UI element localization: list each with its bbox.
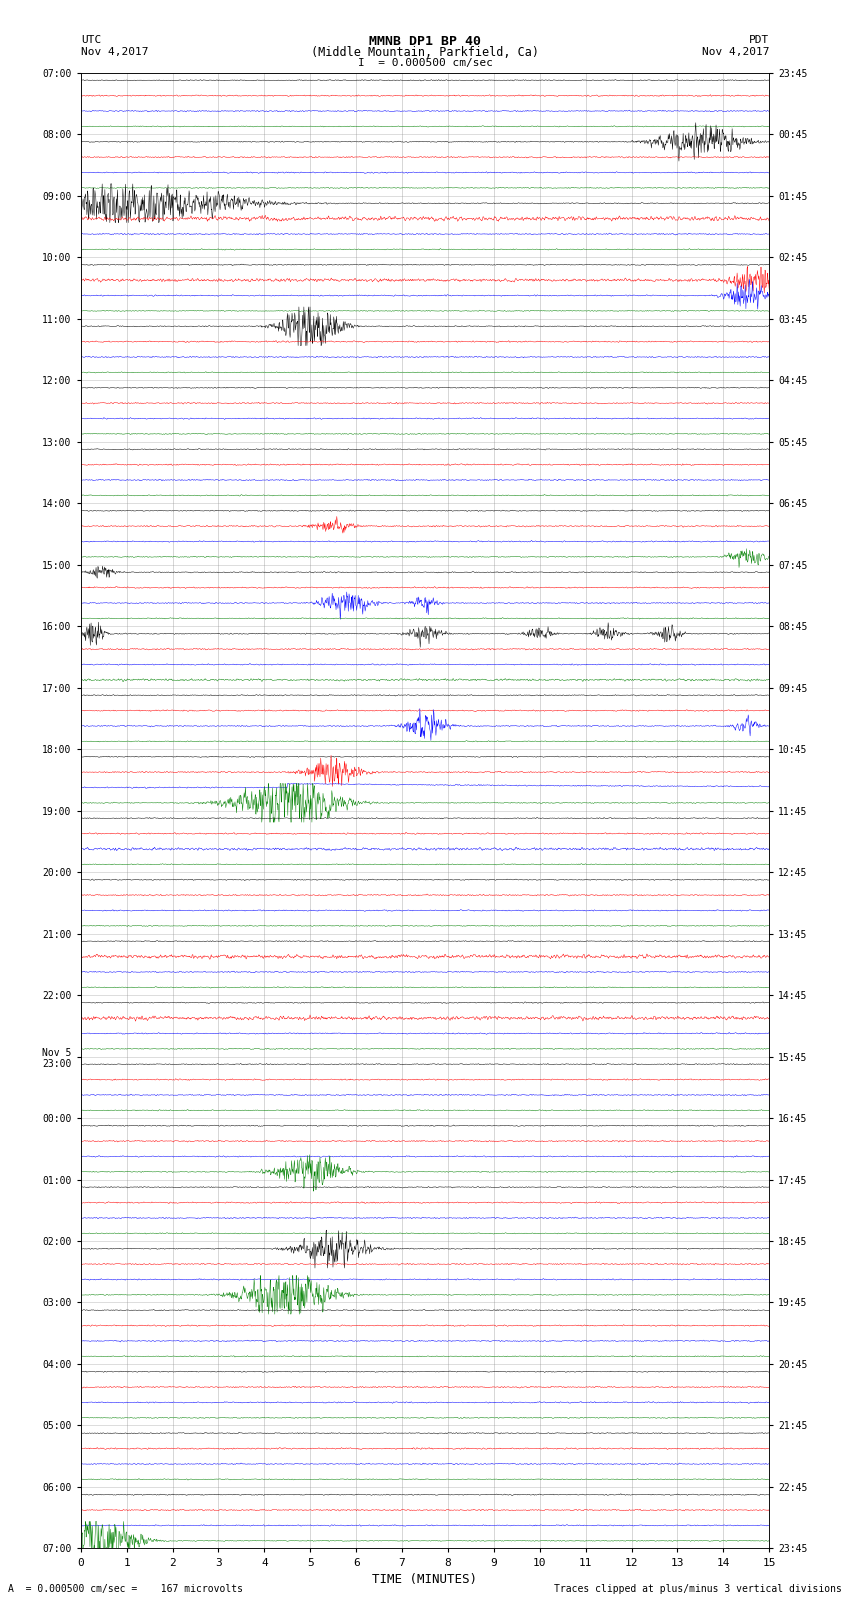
Text: Nov 4,2017: Nov 4,2017 [81, 47, 148, 56]
X-axis label: TIME (MINUTES): TIME (MINUTES) [372, 1573, 478, 1586]
Text: UTC: UTC [81, 35, 101, 45]
Text: Traces clipped at plus/minus 3 vertical divisions: Traces clipped at plus/minus 3 vertical … [553, 1584, 842, 1594]
Text: PDT: PDT [749, 35, 769, 45]
Text: Nov 4,2017: Nov 4,2017 [702, 47, 769, 56]
Text: I  = 0.000500 cm/sec: I = 0.000500 cm/sec [358, 58, 492, 68]
Text: A  = 0.000500 cm/sec =    167 microvolts: A = 0.000500 cm/sec = 167 microvolts [8, 1584, 243, 1594]
Text: (Middle Mountain, Parkfield, Ca): (Middle Mountain, Parkfield, Ca) [311, 45, 539, 60]
Text: MMNB DP1 BP 40: MMNB DP1 BP 40 [369, 35, 481, 48]
